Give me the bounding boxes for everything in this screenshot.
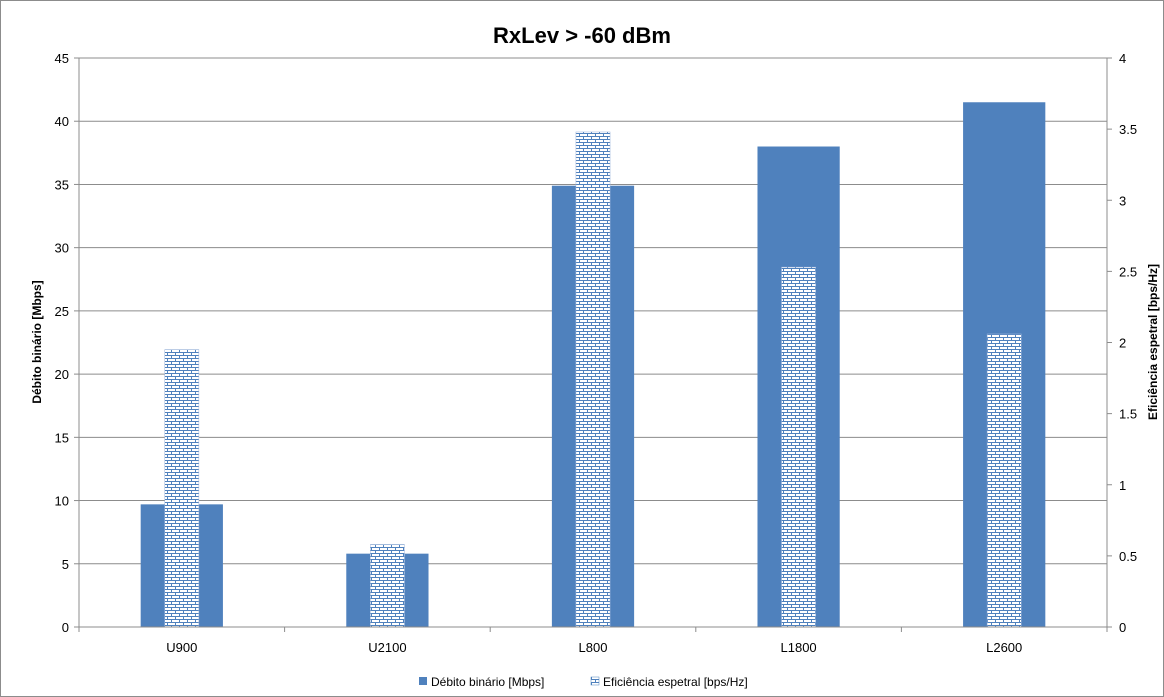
right-tick-label: 2 [1119, 336, 1126, 351]
bar-eficiencia [575, 131, 611, 628]
left-tick-labels: 0 5 10 15 20 25 30 35 40 45 [55, 51, 79, 635]
bar-eficiencia [781, 266, 816, 628]
bar-eficiencia [164, 349, 200, 628]
secondary-bars [164, 131, 1022, 628]
legend-label-debito: Débito binário [Mbps] [431, 675, 544, 689]
chart-title: RxLev > -60 dBm [493, 23, 671, 48]
x-tick-label: L2600 [986, 640, 1022, 655]
x-tick-label: L1800 [781, 640, 817, 655]
right-tick-label: 1.5 [1119, 407, 1137, 422]
left-tick-label: 10 [55, 494, 69, 509]
x-tick-label: L800 [579, 640, 608, 655]
bar-eficiencia [986, 333, 1022, 628]
left-tick-label: 15 [55, 430, 69, 445]
legend: Débito binário [Mbps] Eficiência espetra… [419, 675, 748, 689]
y-axis-title: Débito binário [Mbps] [30, 280, 44, 403]
right-tick-label: 1 [1119, 478, 1126, 493]
legend-swatch-debito [419, 677, 427, 685]
left-tick-label: 0 [62, 620, 69, 635]
left-tick-label: 45 [55, 51, 69, 66]
x-tick-label: U2100 [368, 640, 406, 655]
left-tick-label: 35 [55, 177, 69, 192]
right-tick-labels: 0 0.5 1 1.5 2 2.5 3 3.5 4 [1107, 51, 1137, 635]
right-tick-label: 2.5 [1119, 264, 1137, 279]
left-tick-label: 20 [55, 367, 69, 382]
y2-axis-title: Eficiência espetral [bps/Hz] [1146, 264, 1160, 420]
legend-swatch-eficiencia [590, 676, 600, 686]
right-tick-label: 0.5 [1119, 549, 1137, 564]
left-tick-label: 30 [55, 241, 69, 256]
x-tick-label: U900 [166, 640, 197, 655]
bar-eficiencia [370, 544, 405, 628]
right-tick-label: 3 [1119, 193, 1126, 208]
right-tick-label: 4 [1119, 51, 1126, 66]
left-tick-label: 40 [55, 114, 69, 129]
left-tick-label: 5 [62, 557, 69, 572]
left-tick-label: 25 [55, 304, 69, 319]
right-tick-label: 0 [1119, 620, 1126, 635]
x-tick-labels: U900 U2100 L800 L1800 L2600 [78, 627, 1108, 655]
legend-label-eficiencia: Eficiência espetral [bps/Hz] [603, 675, 748, 689]
right-tick-label: 3.5 [1119, 122, 1137, 137]
